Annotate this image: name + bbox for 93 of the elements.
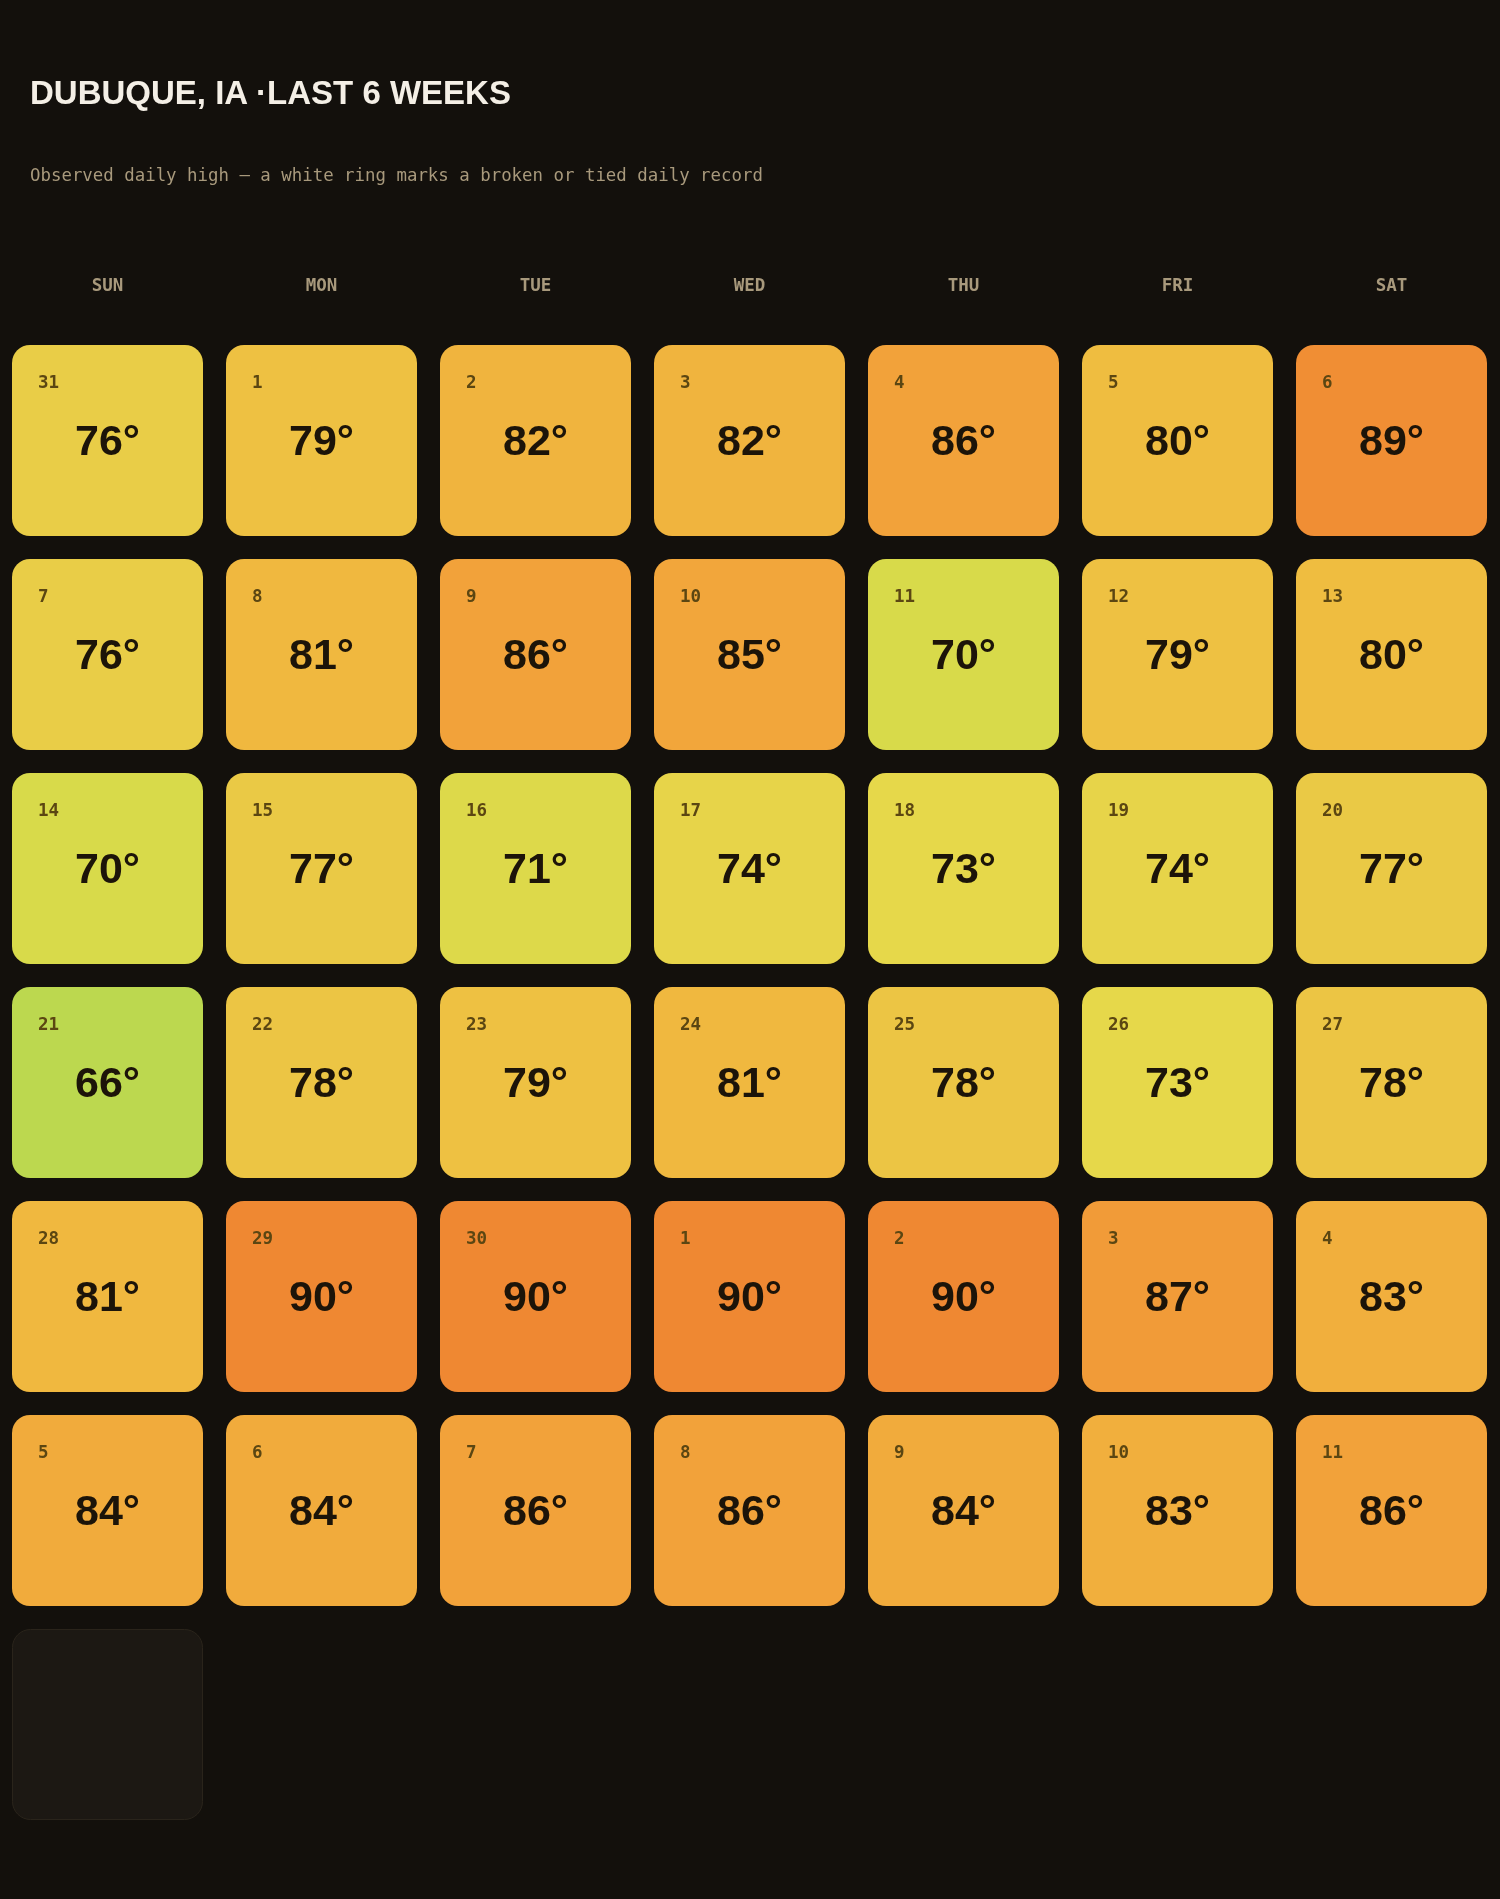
data-label: 90° <box>502 1272 569 1320</box>
chart-subtitle: Observed daily high — a white ring marks a broken or tied daily record <box>30 165 763 185</box>
data-label: 74° <box>1144 844 1211 892</box>
annotation: 4 <box>1322 1228 1333 1248</box>
annotation: 9 <box>466 586 477 606</box>
annotation: 23 <box>466 1014 488 1034</box>
data-label: 84° <box>288 1486 355 1534</box>
data-label: 81° <box>74 1272 141 1320</box>
annotation: 12 <box>1108 586 1130 606</box>
data-label: 83° <box>1358 1272 1425 1320</box>
data-label: 73° <box>930 844 997 892</box>
data-label: 78° <box>288 1058 355 1106</box>
data-label: 86° <box>502 1486 569 1534</box>
data-label: 82° <box>502 416 569 464</box>
data-label: 81° <box>716 1058 783 1106</box>
annotation: 4 <box>894 372 905 392</box>
data-label: 86° <box>502 630 569 678</box>
annotation: 17 <box>680 800 702 820</box>
annotation: 15 <box>252 800 274 820</box>
x-tick-label: THU <box>947 275 980 295</box>
annotation: 26 <box>1108 1014 1130 1034</box>
data-label: 83° <box>1144 1486 1211 1534</box>
data-label: 87° <box>1144 1272 1211 1320</box>
annotation: 11 <box>1322 1442 1344 1462</box>
annotation: 18 <box>894 800 916 820</box>
annotation: 3 <box>680 372 691 392</box>
data-label: 76° <box>74 630 141 678</box>
x-tick-label: WED <box>733 275 766 295</box>
data-label: 77° <box>1358 844 1425 892</box>
annotation: 8 <box>680 1442 691 1462</box>
data-label: 84° <box>74 1486 141 1534</box>
data-label: 80° <box>1144 416 1211 464</box>
data-label: 79° <box>1144 630 1211 678</box>
x-tick-label: SUN <box>91 275 124 295</box>
annotation: 5 <box>1108 372 1119 392</box>
annotation: 6 <box>252 1442 263 1462</box>
annotation: 31 <box>38 372 60 392</box>
data-label: 79° <box>502 1058 569 1106</box>
data-label: 86° <box>1358 1486 1425 1534</box>
annotation: 7 <box>38 586 49 606</box>
annotation: 29 <box>252 1228 274 1248</box>
annotation: 2 <box>466 372 477 392</box>
annotation: 27 <box>1322 1014 1344 1034</box>
annotation: 5 <box>38 1442 49 1462</box>
annotation: 13 <box>1322 586 1344 606</box>
data-label: 89° <box>1358 416 1425 464</box>
annotation: 20 <box>1322 800 1344 820</box>
annotation: 16 <box>466 800 488 820</box>
annotation: 1 <box>680 1228 691 1248</box>
annotation: 7 <box>466 1442 477 1462</box>
annotation: 28 <box>38 1228 60 1248</box>
annotation: 11 <box>894 586 916 606</box>
data-label: 78° <box>930 1058 997 1106</box>
data-label: 78° <box>1358 1058 1425 1106</box>
data-label: 73° <box>1144 1058 1211 1106</box>
annotation: 30 <box>466 1228 488 1248</box>
data-label: 90° <box>930 1272 997 1320</box>
x-tick-label: FRI <box>1161 275 1194 295</box>
data-label: 79° <box>288 416 355 464</box>
data-label: 66° <box>74 1058 141 1106</box>
data-label: 77° <box>288 844 355 892</box>
data-label: 81° <box>288 630 355 678</box>
data-label: 71° <box>502 844 569 892</box>
annotation: 22 <box>252 1014 274 1034</box>
data-label: 82° <box>716 416 783 464</box>
data-label: 90° <box>288 1272 355 1320</box>
annotation: 19 <box>1108 800 1130 820</box>
data-label: 84° <box>930 1486 997 1534</box>
annotation: 14 <box>38 800 60 820</box>
x-tick-label: SAT <box>1375 275 1408 295</box>
data-label: 86° <box>716 1486 783 1534</box>
annotation: 24 <box>680 1014 702 1034</box>
annotation: 3 <box>1108 1228 1119 1248</box>
data-label: 74° <box>716 844 783 892</box>
annotation: 25 <box>894 1014 916 1034</box>
annotation: 1 <box>252 372 263 392</box>
data-label: 70° <box>930 630 997 678</box>
annotation: 10 <box>1108 1442 1130 1462</box>
annotation: 8 <box>252 586 263 606</box>
annotation: 9 <box>894 1442 905 1462</box>
x-tick-label: TUE <box>519 275 552 295</box>
chart-title: DUBUQUE, IA ·LAST 6 WEEKS <box>30 74 511 111</box>
data-label: 76° <box>74 416 141 464</box>
annotation: 6 <box>1322 372 1333 392</box>
annotation: 21 <box>38 1014 60 1034</box>
annotation: 10 <box>680 586 702 606</box>
data-label: 70° <box>74 844 141 892</box>
data-label: 80° <box>1358 630 1425 678</box>
data-label: 85° <box>716 630 783 678</box>
data-label: 86° <box>930 416 997 464</box>
x-tick-label: MON <box>305 275 338 295</box>
annotation: 2 <box>894 1228 905 1248</box>
data-label: 90° <box>716 1272 783 1320</box>
